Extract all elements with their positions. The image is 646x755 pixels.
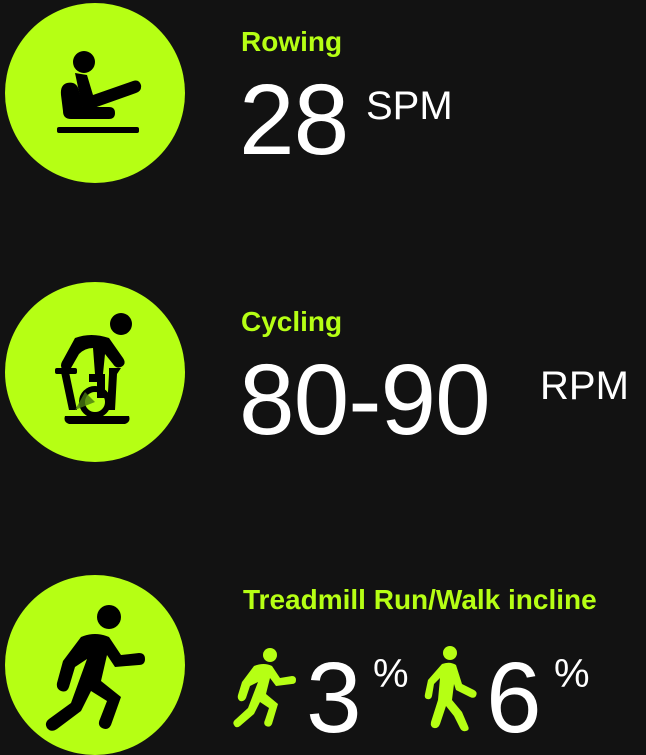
walk-incline-value: 6 bbox=[486, 642, 542, 754]
treadmill-icon-badge bbox=[5, 575, 185, 755]
rowing-value: 28 bbox=[239, 64, 349, 176]
running-icon bbox=[233, 648, 296, 728]
treadmill-label: Treadmill Run/Walk incline bbox=[243, 584, 597, 615]
rowing-icon bbox=[57, 51, 142, 133]
cycling-row: Cycling 80-90 RPM bbox=[0, 280, 646, 470]
walk-incline-unit: % bbox=[554, 652, 590, 696]
running-icon bbox=[45, 605, 145, 731]
walking-icon bbox=[424, 646, 477, 732]
run-incline-unit: % bbox=[373, 652, 409, 696]
cycling-label: Cycling bbox=[241, 306, 343, 337]
treadmill-row: Treadmill Run/Walk incline 3 % 6 % bbox=[0, 560, 646, 755]
cycling-icon-badge bbox=[5, 282, 185, 462]
rowing-row: Rowing 28 SPM bbox=[0, 0, 646, 190]
cycling-unit: RPM bbox=[540, 364, 629, 408]
rowing-icon-badge bbox=[5, 3, 185, 183]
rowing-label: Rowing bbox=[241, 26, 343, 57]
cycling-value: 80-90 bbox=[239, 344, 491, 456]
run-incline-value: 3 bbox=[306, 642, 362, 754]
cycling-icon bbox=[55, 313, 132, 424]
rowing-unit: SPM bbox=[366, 84, 453, 128]
